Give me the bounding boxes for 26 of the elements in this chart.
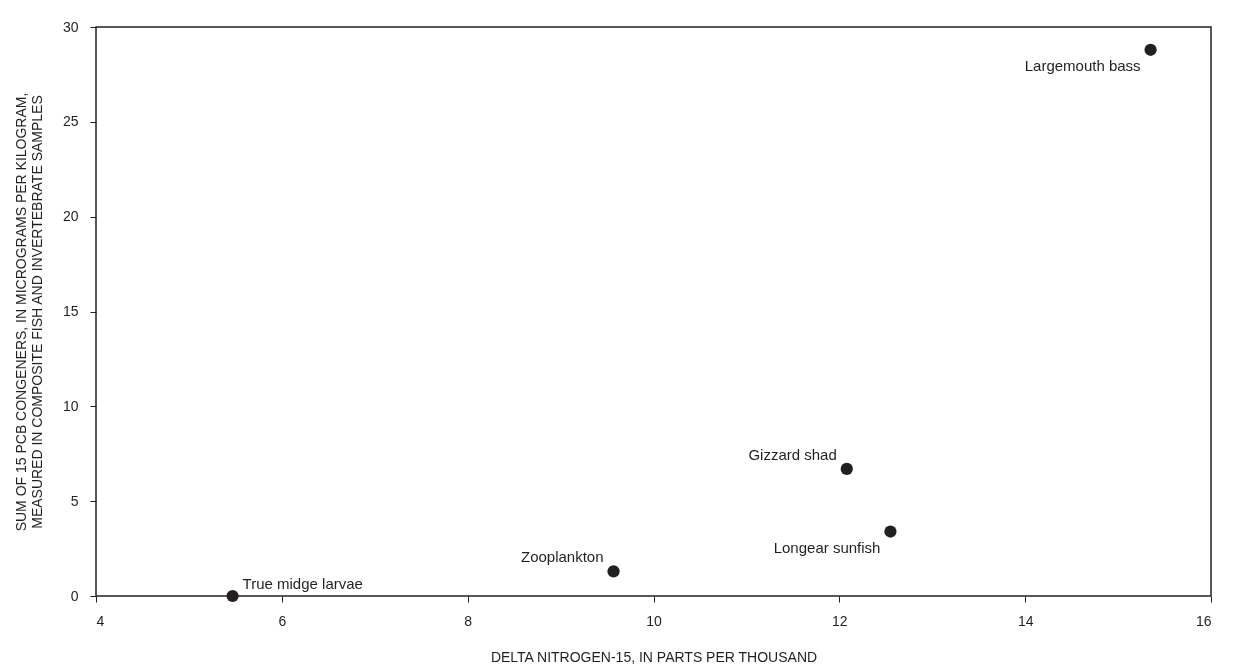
x-tick-label: 8 bbox=[464, 612, 473, 629]
point bbox=[607, 565, 620, 578]
y-tick-label: 30 bbox=[62, 18, 79, 35]
y-tick-label: 25 bbox=[62, 113, 79, 130]
x-tick-label: 12 bbox=[832, 612, 848, 629]
y-tick-label: 10 bbox=[62, 397, 79, 414]
x-tick-label: 16 bbox=[1195, 612, 1212, 629]
point bbox=[1144, 43, 1157, 56]
x-tick-label: 10 bbox=[646, 612, 662, 629]
y-tick-label: 0 bbox=[70, 587, 79, 604]
annotation: True midge larvae bbox=[242, 575, 363, 592]
annotation: Gizzard shad bbox=[748, 445, 837, 463]
y-axis-title: SUM OF 15 PCB CONGENERS, IN MICROGRAMS PER KILOGRAM, MEASURED IN COMPOSITE FISH AND INVERTEBRATE SAMPLES bbox=[12, 92, 45, 532]
y-tick-label: 15 bbox=[62, 303, 79, 319]
x-axis-title: DELTA NITROGEN-15, IN PARTS PER THOUSAND bbox=[490, 648, 818, 665]
y-tick-label: 5 bbox=[70, 492, 79, 509]
point bbox=[884, 525, 897, 538]
annotation: Zooplankton bbox=[520, 548, 604, 566]
point bbox=[840, 462, 853, 476]
x-tick-label: 4 bbox=[96, 612, 105, 629]
annotation: Largemouth bass bbox=[1024, 56, 1141, 74]
y-tick-label: 20 bbox=[62, 208, 79, 225]
x-tick-label: 14 bbox=[1017, 612, 1034, 629]
x-tick-label: 6 bbox=[278, 612, 287, 629]
annotation: Longear sunfish bbox=[773, 538, 881, 556]
point bbox=[226, 589, 239, 603]
